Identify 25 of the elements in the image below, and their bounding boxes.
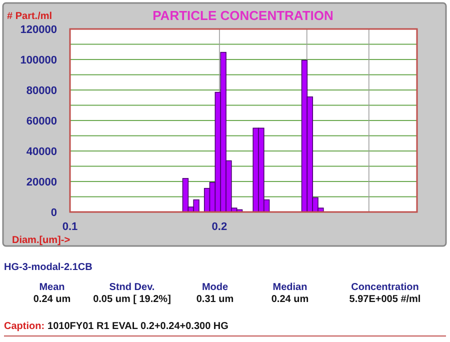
y-tick-label: 0 <box>50 207 57 219</box>
text: HG-3-modal-2.1CB <box>4 262 92 273</box>
text: 0.24 um <box>33 294 71 305</box>
y-tick-label: 60000 <box>26 116 57 128</box>
x-tick-label: 0.1 <box>62 221 78 233</box>
x-tick-label: 0.2 <box>212 221 228 233</box>
y-axis-title: # Part./ml <box>7 11 52 22</box>
text: 1010FY01 R1 EVAL 0.2+0.24+0.300 HG <box>48 321 229 332</box>
text: Mode <box>202 282 228 293</box>
text: 0.24 um <box>271 294 309 305</box>
y-tick-label: 100000 <box>20 54 57 66</box>
text: Mean <box>39 282 65 293</box>
y-tick-label: 20000 <box>26 176 57 188</box>
chart-title: PARTICLE CONCENTRATION <box>152 8 334 23</box>
y-tick-label: 80000 <box>26 85 57 97</box>
text: 0.05 um [ 19.2%] <box>93 294 171 305</box>
text: Caption: <box>4 321 45 332</box>
y-tick-label: 120000 <box>20 24 57 36</box>
text: Median <box>272 282 308 293</box>
text: 5.97E+005 #/ml <box>349 294 421 305</box>
text: 0.31 um <box>196 294 234 305</box>
text: Concentration <box>351 282 419 293</box>
y-tick-label: 40000 <box>26 146 57 158</box>
x-axis-title: Diam.[um]-> <box>12 235 70 246</box>
text: Stnd Dev. <box>109 282 155 293</box>
